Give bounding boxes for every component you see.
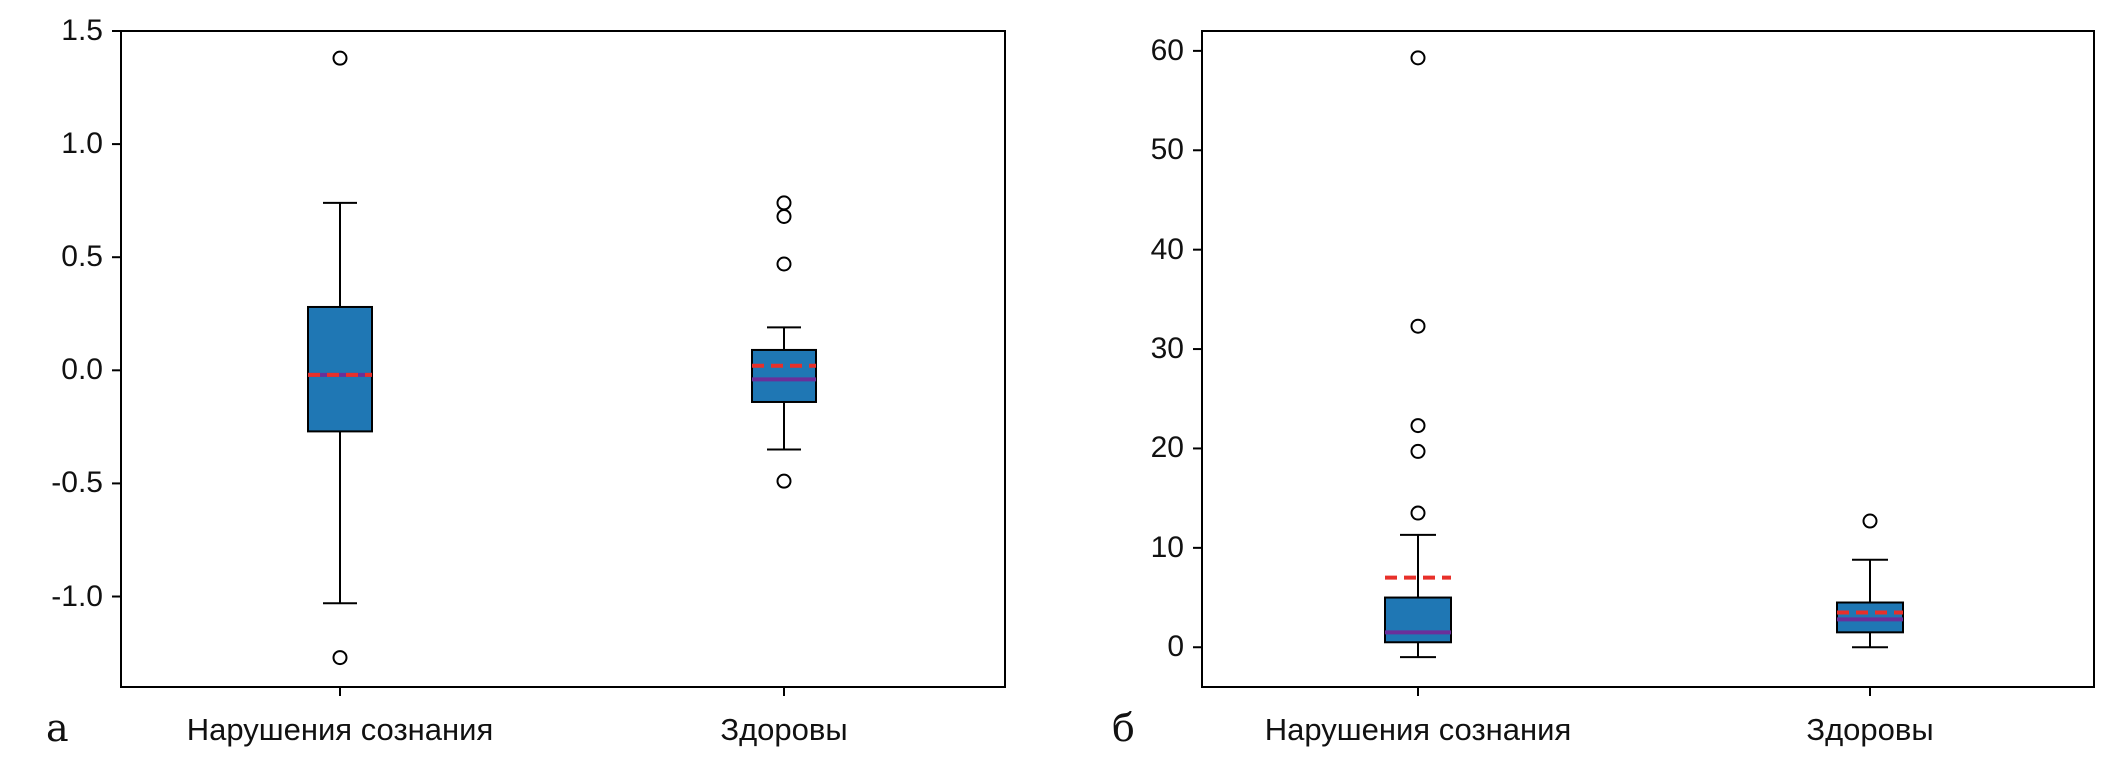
y-tick-label: 40	[1150, 232, 1184, 266]
outlier-point	[332, 650, 348, 666]
outlier-point	[1862, 513, 1878, 529]
y-tick-label: 0.0	[61, 353, 103, 387]
plot-frame	[1201, 30, 2095, 688]
outlier-point	[1410, 443, 1426, 459]
outlier-point	[1410, 318, 1426, 334]
box-iqr	[751, 348, 817, 403]
panel-label-a: а	[46, 706, 69, 750]
outlier-point	[332, 50, 348, 66]
y-tick-label: 20	[1150, 431, 1184, 465]
y-tick-label: 0	[1167, 630, 1184, 664]
y-tick-label: 60	[1150, 33, 1184, 67]
x-category-label: Нарушения сознания	[1264, 712, 1572, 747]
y-tick-label: 30	[1150, 332, 1184, 366]
y-tick-label: 50	[1150, 133, 1184, 167]
outlier-point	[776, 208, 792, 224]
box-iqr	[307, 305, 373, 433]
x-category-label: Здоровы	[1806, 712, 1934, 747]
outlier-point	[1410, 505, 1426, 521]
y-tick-label: 10	[1150, 530, 1184, 564]
y-tick-label: 1.5	[61, 14, 103, 47]
outlier-point	[776, 195, 792, 211]
y-tick-label: -0.5	[51, 466, 103, 500]
outlier-point	[1410, 418, 1426, 434]
outlier-point	[776, 256, 792, 272]
outlier-point	[1410, 50, 1426, 66]
y-tick-label: -1.0	[51, 579, 103, 613]
plot-frame	[120, 30, 1006, 688]
box-iqr	[1384, 596, 1452, 644]
panel-label-b: б	[1112, 706, 1135, 750]
x-category-label: Здоровы	[720, 712, 848, 747]
x-category-label: Нарушения сознания	[186, 712, 494, 747]
y-tick-label: 0.5	[61, 240, 103, 274]
outlier-point	[776, 473, 792, 489]
y-tick-label: 1.0	[61, 127, 103, 161]
